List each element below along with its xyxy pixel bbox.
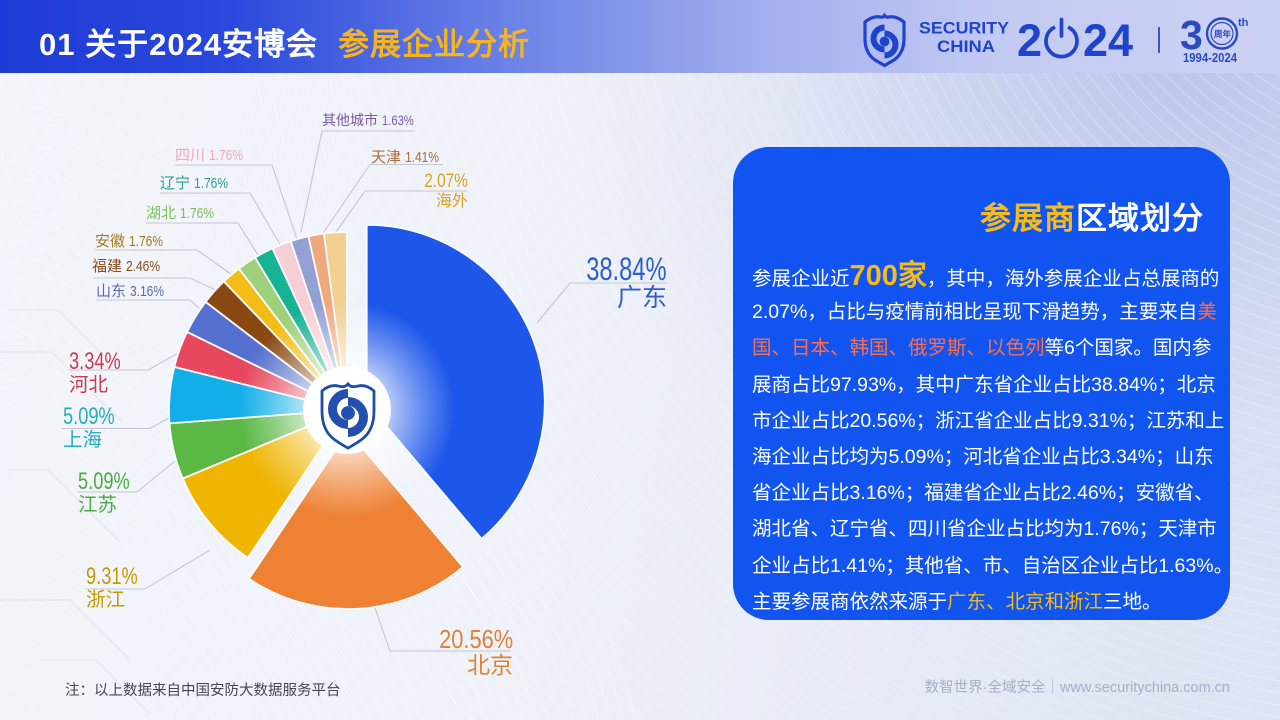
svg-text:2: 2 [1017, 15, 1042, 66]
svg-text:CHINA: CHINA [937, 38, 995, 56]
svg-text:周年: 周年 [1214, 29, 1232, 39]
svg-text:3: 3 [1180, 12, 1203, 58]
svg-text:th: th [1238, 17, 1249, 29]
svg-text:1994-2024: 1994-2024 [1183, 50, 1238, 65]
svg-text:SECURITY: SECURITY [919, 20, 1009, 38]
svg-text:24: 24 [1083, 15, 1133, 66]
